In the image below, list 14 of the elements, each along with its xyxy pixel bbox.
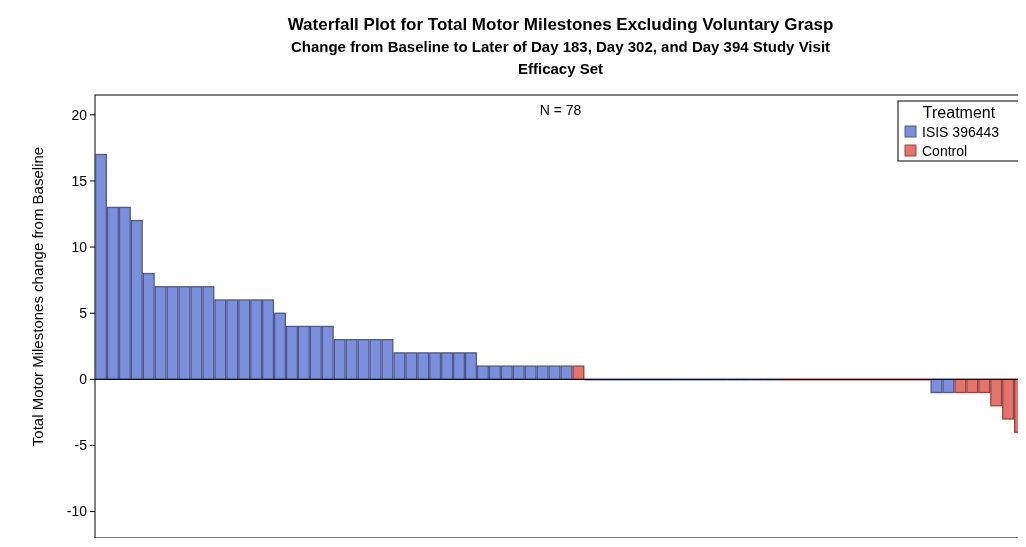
legend-label: Control	[922, 142, 968, 159]
y-tick-label: 15	[71, 172, 88, 189]
y-tick-label: -5	[74, 437, 88, 454]
annotation: N = 78	[539, 102, 582, 118]
legend-title: Treatment	[922, 104, 996, 121]
chart-title: Waterfall Plot for Total Motor Milestones Excluding Voluntary Grasp	[287, 15, 834, 34]
y-tick-label: 0	[79, 371, 88, 388]
y-tick-label: -10	[66, 503, 88, 520]
y-tick-label: 10	[71, 238, 88, 255]
y-tick-label: 20	[71, 106, 88, 123]
chart-subtitle: Change from Baseline to Later of Day 183, Day 302, and Day 394 Study Visit Efficacy Set	[290, 38, 831, 77]
y-tick-label: 5	[79, 305, 88, 322]
legend-label: ISIS 396443	[922, 123, 1000, 140]
y-axis-title: Total Motor Milestones change from Baseline	[29, 146, 46, 447]
